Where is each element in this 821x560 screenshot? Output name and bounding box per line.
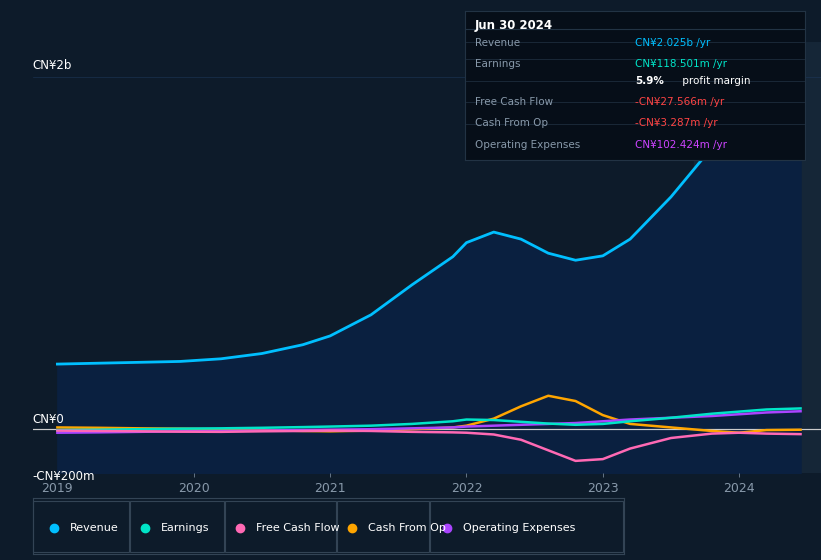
Text: Cash From Op: Cash From Op: [368, 522, 446, 533]
Text: CN¥2b: CN¥2b: [33, 59, 72, 72]
Text: Cash From Op: Cash From Op: [475, 118, 548, 128]
Text: CN¥118.501m /yr: CN¥118.501m /yr: [635, 59, 727, 69]
Text: Jun 30 2024: Jun 30 2024: [475, 18, 553, 31]
Bar: [337, 501, 429, 552]
Bar: [430, 501, 623, 552]
Text: Free Cash Flow: Free Cash Flow: [475, 97, 553, 108]
Bar: [33, 501, 129, 552]
Text: CN¥0: CN¥0: [33, 413, 65, 426]
Text: -CN¥3.287m /yr: -CN¥3.287m /yr: [635, 118, 718, 128]
Text: Operating Expenses: Operating Expenses: [462, 522, 575, 533]
Text: Operating Expenses: Operating Expenses: [475, 141, 580, 150]
Text: CN¥2.025b /yr: CN¥2.025b /yr: [635, 38, 710, 48]
Text: Earnings: Earnings: [161, 522, 209, 533]
Text: Free Cash Flow: Free Cash Flow: [255, 522, 339, 533]
Text: Earnings: Earnings: [475, 59, 521, 69]
Bar: [695, 42, 821, 473]
Text: -CN¥200m: -CN¥200m: [33, 470, 95, 483]
Bar: [131, 501, 224, 552]
Text: -CN¥27.566m /yr: -CN¥27.566m /yr: [635, 97, 724, 108]
Bar: [225, 501, 336, 552]
Text: CN¥102.424m /yr: CN¥102.424m /yr: [635, 141, 727, 150]
Text: Revenue: Revenue: [70, 522, 118, 533]
Text: profit margin: profit margin: [679, 76, 751, 86]
Text: 5.9%: 5.9%: [635, 76, 664, 86]
Text: Revenue: Revenue: [475, 38, 520, 48]
